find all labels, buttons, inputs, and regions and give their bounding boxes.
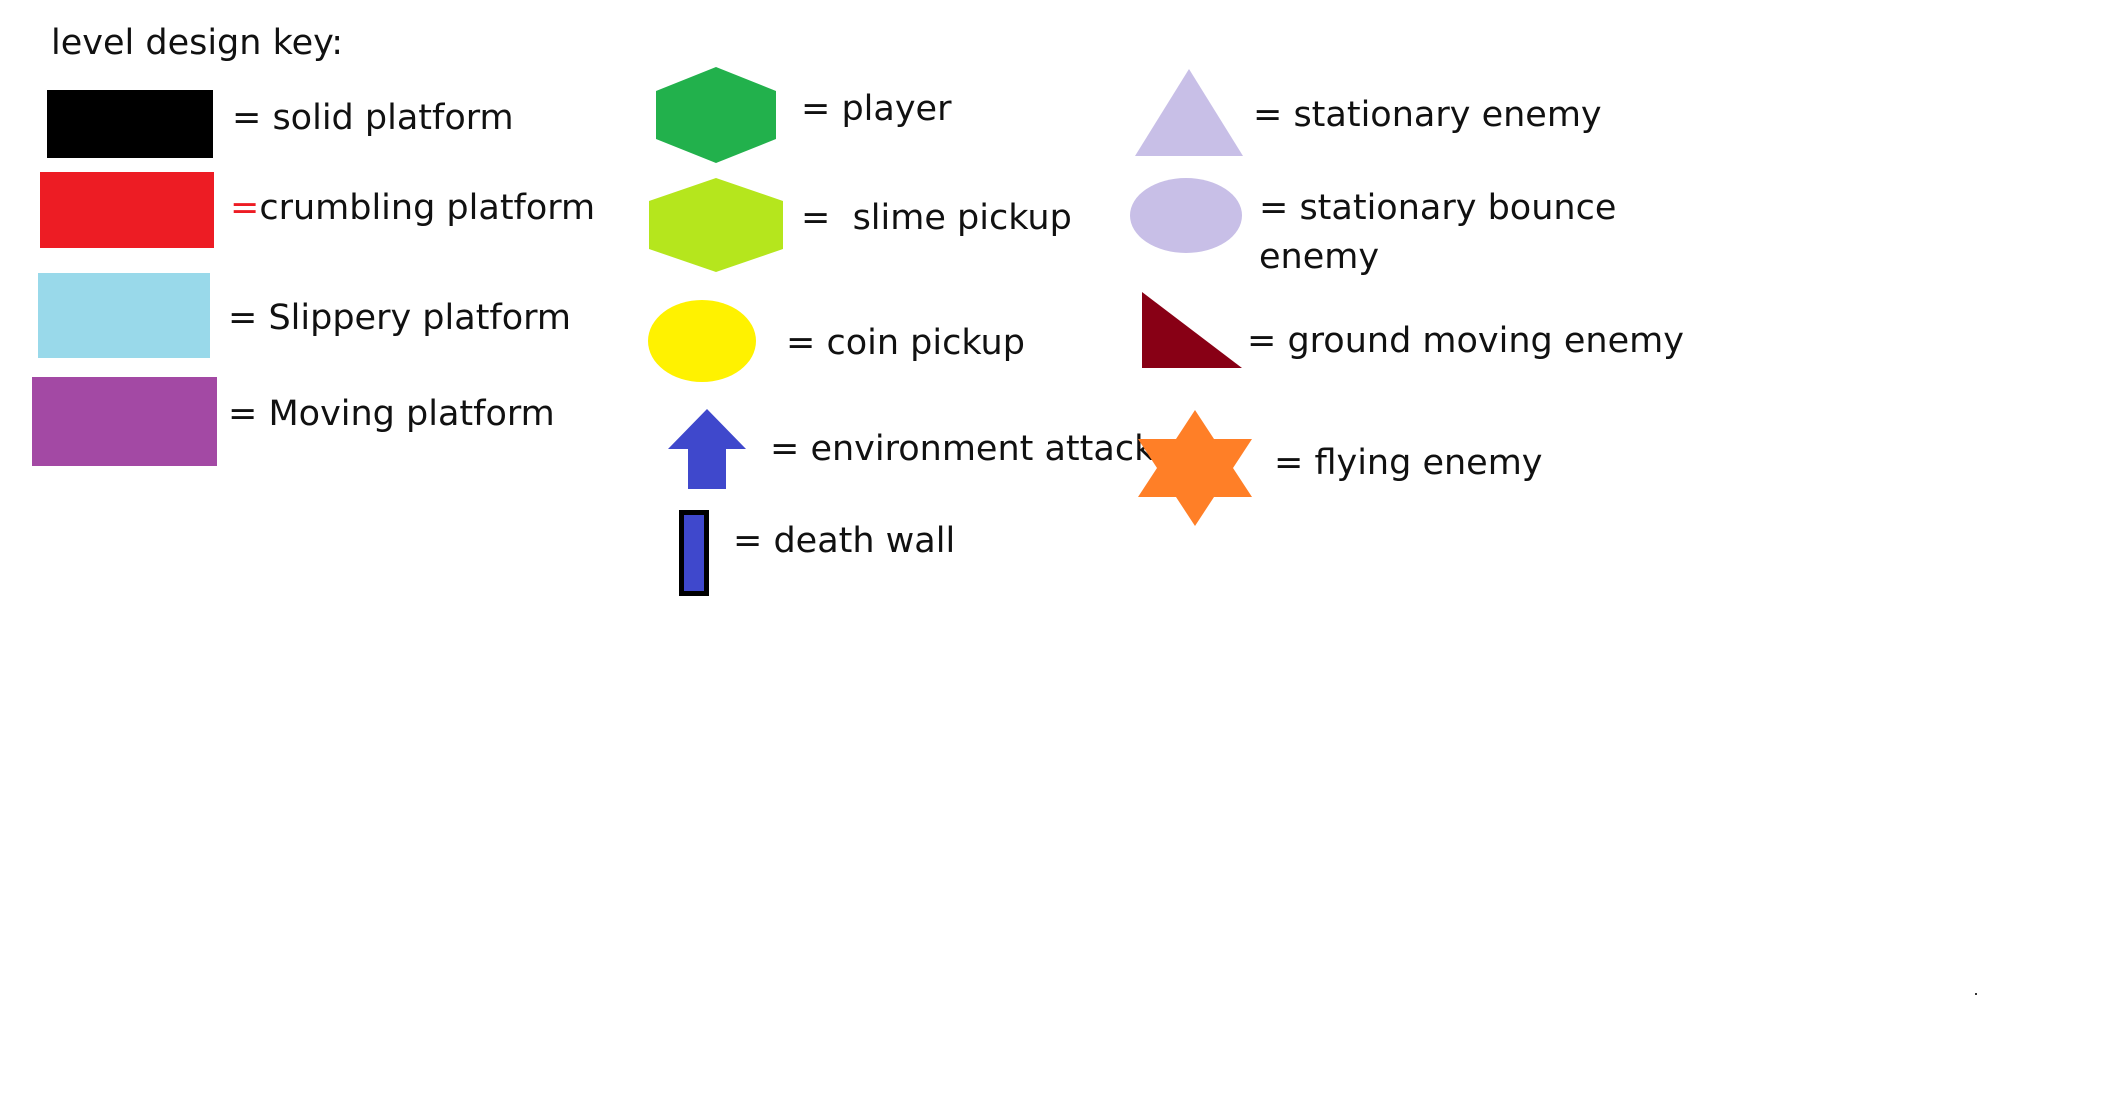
- purple-rectangle-icon: [32, 377, 217, 466]
- slime-pickup-label: = slime pickup: [801, 198, 1072, 238]
- flying-enemy-label: = flying enemy: [1274, 443, 1543, 483]
- yellow-ellipse-icon: [648, 300, 756, 382]
- slippery-platform-label: = Slippery platform: [228, 298, 572, 338]
- lavender-ellipse-icon: [1130, 178, 1242, 253]
- lime-hexagon-icon: [649, 178, 783, 272]
- green-hexagon-icon: [656, 67, 776, 163]
- ground-moving-enemy-label: = ground moving enemy: [1247, 321, 1684, 361]
- blue-bar-icon: [679, 510, 709, 596]
- crumbling-equals-sign: =: [230, 188, 260, 228]
- stationary-enemy-label: = stationary enemy: [1253, 95, 1602, 135]
- blue-up-arrow-icon: [668, 409, 746, 489]
- stationary-bounce-enemy-label-line2: enemy: [1259, 237, 1380, 277]
- light-blue-rectangle-icon: [38, 273, 210, 358]
- red-rectangle-icon: [40, 172, 214, 248]
- key-title: level design key:: [51, 23, 344, 63]
- orange-star-icon: [1138, 410, 1252, 526]
- moving-platform-label: = Moving platform: [228, 394, 555, 434]
- player-label: = player: [801, 89, 952, 129]
- black-rectangle-icon: [47, 90, 213, 158]
- crumbling-platform-label: =crumbling platform: [230, 187, 595, 229]
- solid-platform-label: = solid platform: [232, 98, 514, 138]
- coin-pickup-label: = coin pickup: [786, 323, 1025, 363]
- crumbling-platform-text: crumbling platform: [259, 188, 596, 228]
- death-wall-label: = death wall: [733, 521, 956, 561]
- stationary-bounce-enemy-label-line1: = stationary bounce: [1259, 188, 1617, 228]
- environment-attack-label: = environment attack: [770, 429, 1155, 469]
- lavender-triangle-icon: [1135, 69, 1243, 156]
- stray-dot: [1975, 993, 1977, 995]
- dark-red-right-triangle-icon: [1142, 292, 1242, 368]
